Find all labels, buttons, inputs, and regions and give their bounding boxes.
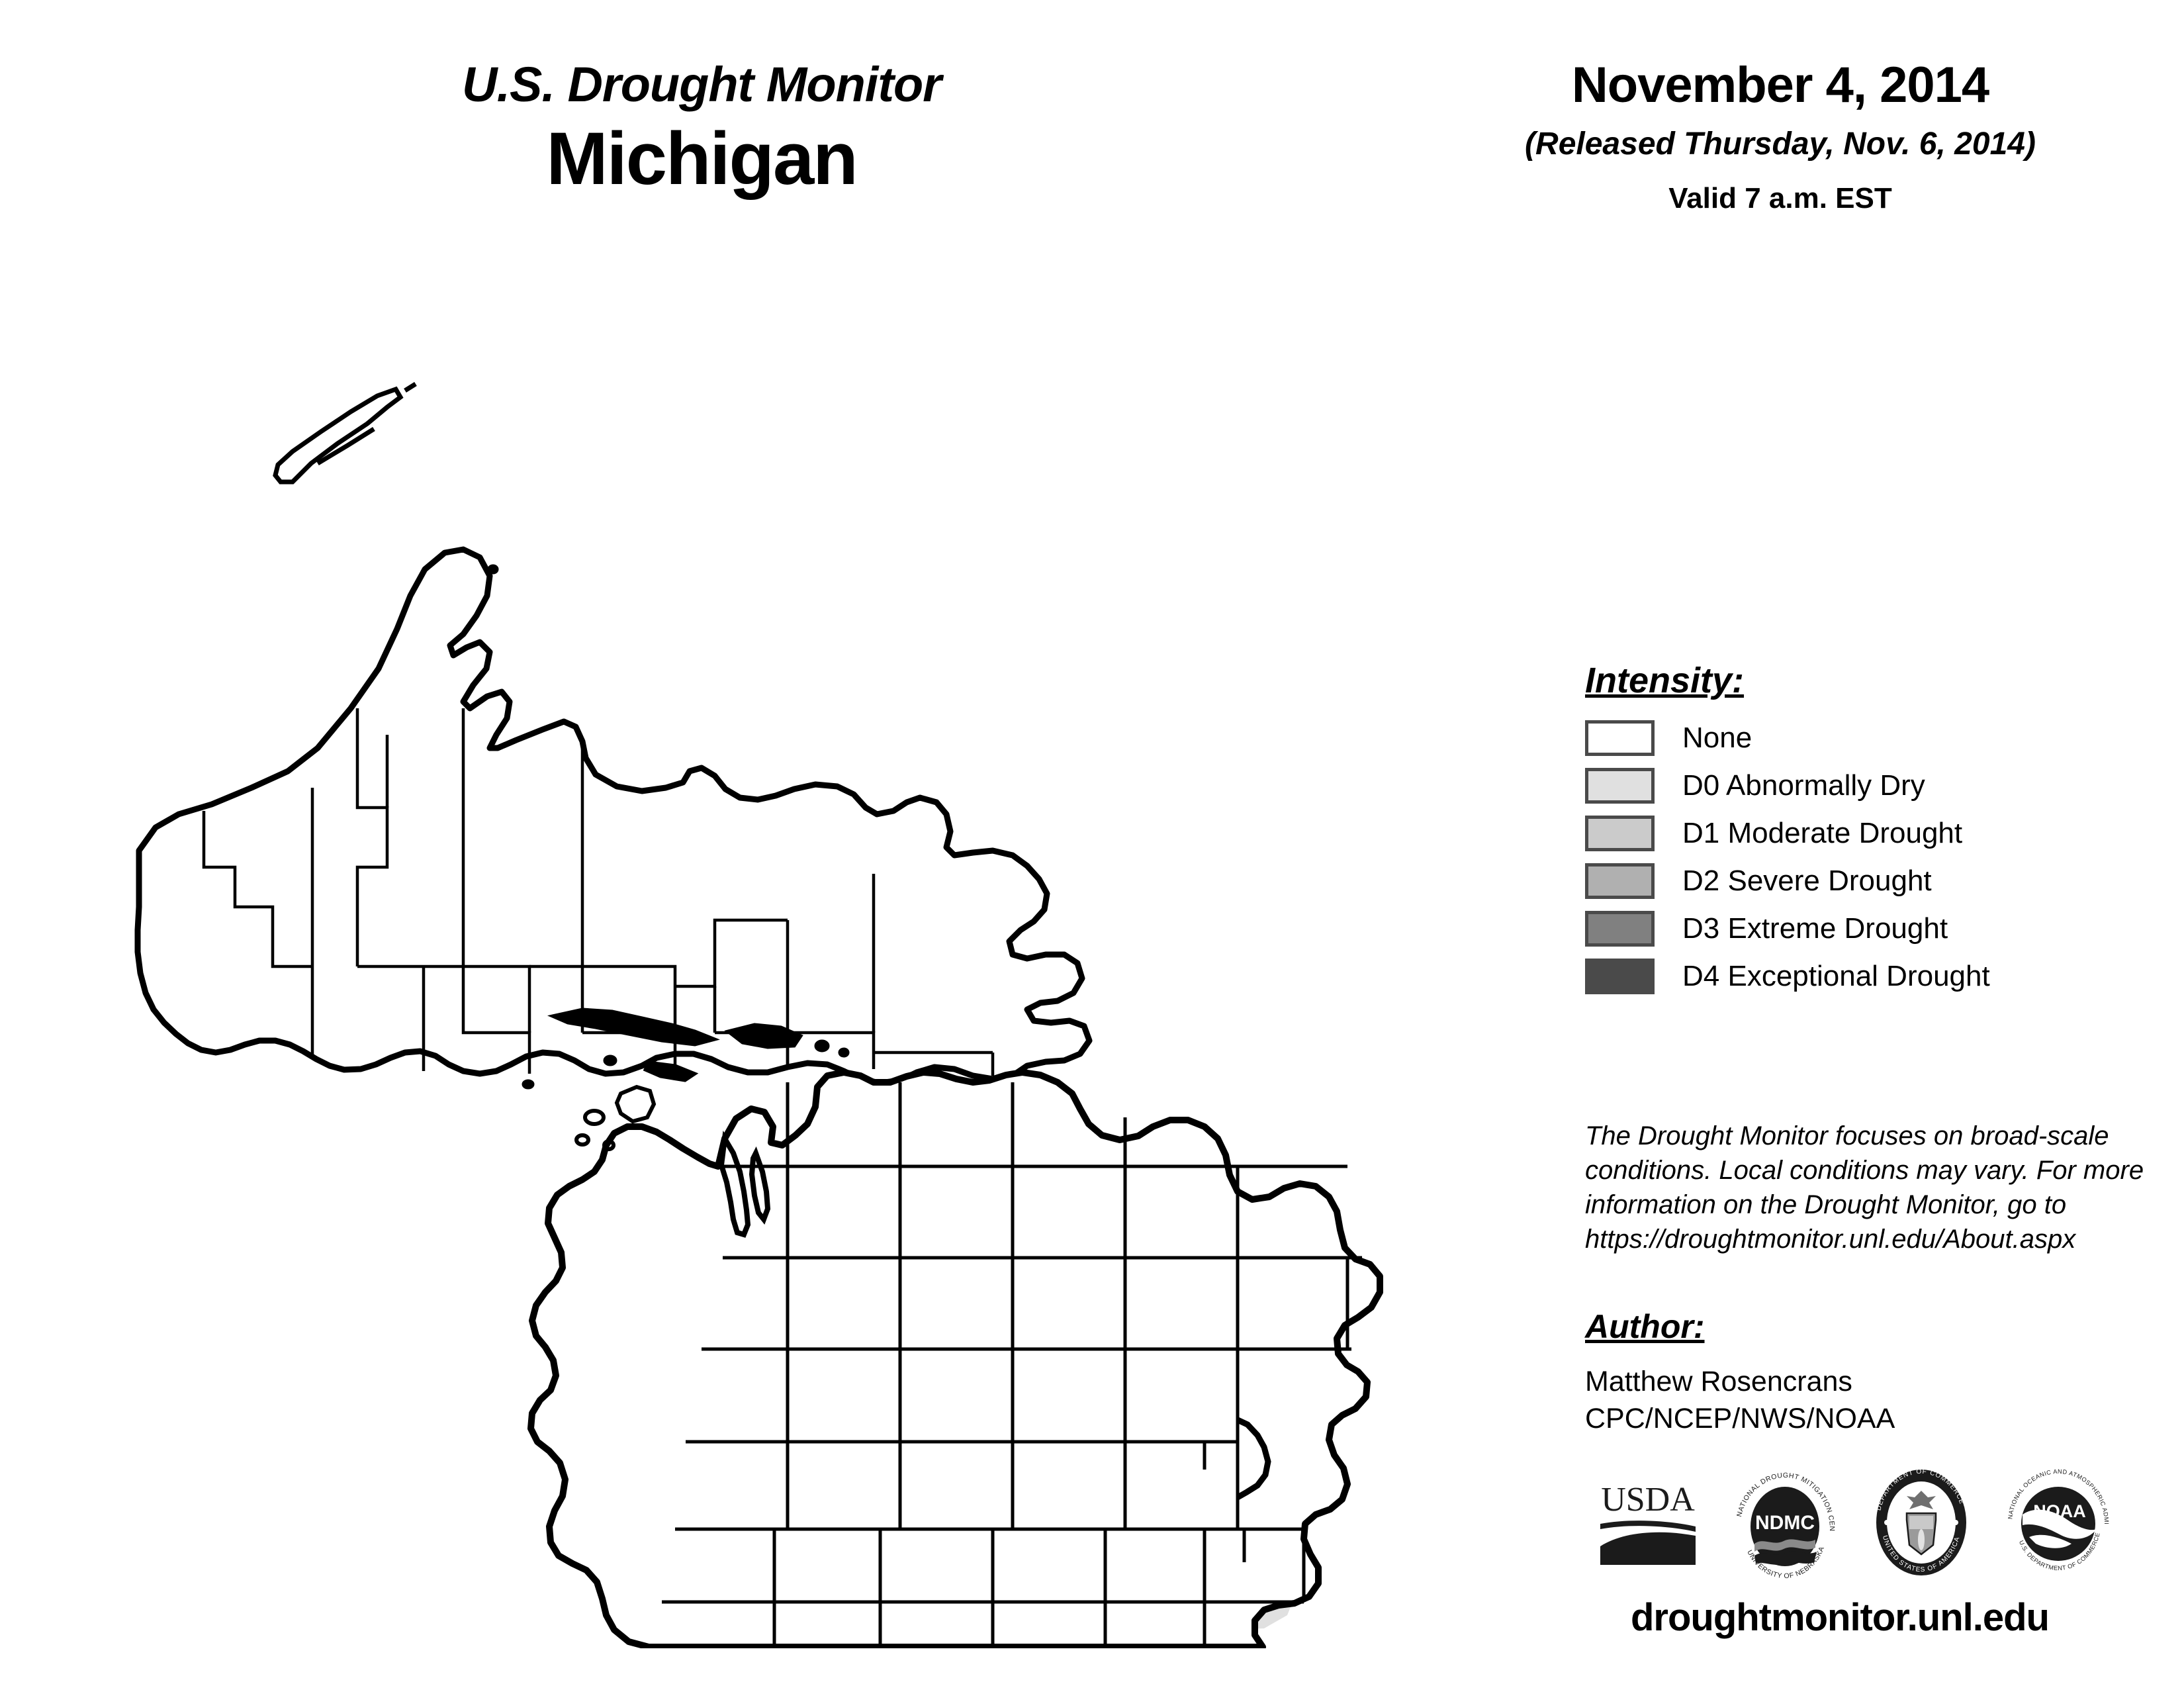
release-date: (Released Thursday, Nov. 6, 2014) [1525,126,2036,162]
intensity-legend: Intensity: None D0 Abnormally Dry D1 Mod… [1585,662,2115,1000]
map-svg [134,382,1383,1648]
site-url[interactable]: droughtmonitor.unl.edu [1630,1596,2050,1639]
isle-royale [273,382,417,485]
legend-swatch-d0 [1585,767,1655,804]
legend-swatch-d3 [1585,910,1655,947]
agency-logos: USDA NDMC NATIONAL DROUGHT MITIGATION CE… [1588,1460,2118,1585]
legend-label-d2: D2 Severe Drought [1682,864,1932,897]
legend-swatch-d4 [1585,958,1655,994]
legend-item-d2: D2 Severe Drought [1585,857,2115,905]
upper-peninsula [134,546,1093,1086]
noaa-logo: NOAA NATIONAL OCEANIC AND ATMOSPHERIC AD… [1999,1463,2118,1582]
saginaw-bay [1236,1417,1271,1500]
legend-item-none: None [1585,714,2115,762]
usda-logo-text: USDA [1601,1481,1695,1519]
legend-label-d1: D1 Moderate Drought [1682,816,1963,849]
author-block: Matthew Rosencrans CPC/NCEP/NWS/NOAA [1585,1364,1895,1438]
legend-label-d3: D3 Extreme Drought [1682,912,1948,945]
disclaimer-text: The Drought Monitor focuses on broad-sca… [1585,1121,2144,1254]
lp-county-lines [662,1082,1362,1647]
legend-item-d0: D0 Abnormally Dry [1585,762,2115,810]
legend-item-d1: D1 Moderate Drought [1585,810,2115,857]
ndmc-logo: NDMC NATIONAL DROUGHT MITIGATION CENTER … [1725,1463,1844,1582]
legend-item-d4: D4 Exceptional Drought [1585,953,2115,1000]
valid-date: November 4, 2014 [1571,57,1989,113]
lower-peninsula [527,1069,1383,1648]
legend-label-d4: D4 Exceptional Drought [1682,959,1990,992]
author-name: Matthew Rosencrans [1585,1366,1852,1397]
legend-item-d3: D3 Extreme Drought [1585,905,2115,953]
author-heading: Author: [1585,1308,1705,1345]
noaa-logo-text: NOAA [2033,1501,2086,1521]
legend-swatch-d2 [1585,863,1655,899]
program-title: U.S. Drought Monitor [462,57,942,112]
legend-swatch-d1 [1585,815,1655,851]
traverse-bays [718,1130,771,1238]
legend-swatch-none [1585,720,1655,756]
beaver-islands [574,1084,657,1151]
michigan-drought-map [119,285,1535,1648]
legend-label-none: None [1682,721,1752,754]
legend-label-d0: D0 Abnormally Dry [1682,769,1925,802]
valid-time: Valid 7 a.m. EST [1668,182,1892,214]
legend-title: Intensity: [1585,661,1745,700]
straits-islands [487,564,850,1090]
doc-logo: DEPARTMENT OF COMMERCE UNITED STATES OF … [1862,1463,1981,1582]
usda-logo: USDA [1588,1463,1707,1582]
ndmc-logo-text: NDMC [1755,1512,1815,1534]
author-affiliation: CPC/NCEP/NWS/NOAA [1585,1402,1895,1434]
page-title: Michigan [546,117,858,200]
